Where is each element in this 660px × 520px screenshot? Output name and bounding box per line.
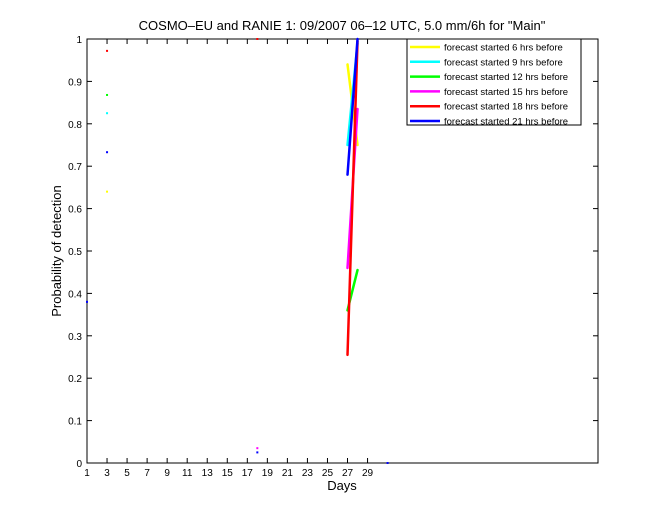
y-tick-label: 0.5	[68, 247, 82, 258]
y-tick-label: 0.2	[68, 374, 82, 385]
series-line-segment	[346, 39, 359, 357]
x-tick-label: 27	[342, 468, 354, 479]
data-point	[106, 190, 109, 193]
data-point	[386, 462, 389, 464]
y-tick-label: 0.1	[68, 417, 82, 428]
data-point	[356, 38, 359, 40]
y-tick-label: 0.4	[68, 289, 82, 300]
data-point	[356, 108, 359, 110]
x-tick-label: 3	[104, 468, 110, 479]
y-tick-label: 1	[76, 35, 82, 46]
y-axis-label: Probability of detection	[49, 185, 64, 317]
legend-label: forecast started 6 hrs before	[444, 43, 563, 54]
series-layer	[86, 37, 389, 464]
x-tick-label: 19	[262, 468, 274, 479]
x-tick-label: 9	[164, 468, 170, 479]
x-tick-label: 1	[84, 468, 90, 479]
legend-label: forecast started 12 hrs before	[444, 72, 568, 83]
x-tick-label: 17	[242, 468, 254, 479]
y-tick-label: 0.6	[68, 205, 82, 216]
x-axis-ticks: 1 3 5 7 9 11 13 15 17 19 21 23 25 27 29	[84, 39, 374, 479]
x-axis-label: Days	[327, 478, 357, 493]
y-axis-ticks: 0 0.1 0.2 0.3 0.4 0.5 0.6 0.7 0.8 0.9 1	[68, 35, 598, 470]
series-line-segment	[346, 37, 359, 176]
data-point	[256, 447, 259, 450]
legend-box	[406, 38, 582, 126]
data-point	[356, 144, 359, 146]
x-tick-label: 29	[362, 468, 374, 479]
data-point	[256, 38, 259, 40]
data-point	[256, 451, 259, 454]
x-tick-label: 23	[302, 468, 314, 479]
legend: forecast started 6 hrs before forecast st…	[406, 38, 582, 128]
y-tick-label: 0.8	[68, 120, 82, 131]
x-tick-label: 25	[322, 468, 334, 479]
data-point	[346, 63, 349, 66]
data-point	[346, 267, 349, 269]
x-tick-label: 13	[202, 468, 214, 479]
legend-label: forecast started 21 hrs before	[444, 117, 568, 128]
data-point	[346, 144, 349, 146]
y-tick-label: 0	[76, 459, 82, 470]
data-point	[86, 300, 88, 303]
legend-items: forecast started 6 hrs before forecast st…	[410, 43, 568, 128]
legend-label: forecast started 18 hrs before	[444, 102, 568, 113]
data-point	[346, 354, 349, 356]
series-6	[86, 37, 389, 464]
legend-label: forecast started 9 hrs before	[444, 57, 563, 68]
y-tick-label: 0.7	[68, 162, 82, 173]
legend-label: forecast started 15 hrs before	[444, 87, 568, 98]
x-tick-label: 15	[222, 468, 234, 479]
data-point	[106, 151, 109, 154]
y-tick-label: 0.9	[68, 77, 82, 88]
x-tick-label: 11	[182, 468, 193, 479]
data-point	[356, 269, 359, 271]
data-point	[106, 49, 109, 52]
data-point	[346, 173, 349, 176]
y-tick-label: 0.3	[68, 332, 82, 343]
x-tick-label: 7	[144, 468, 150, 479]
data-point	[106, 93, 109, 96]
data-point	[106, 112, 109, 115]
chart-title: COSMO–EU and RANIE 1: 09/2007 06–12 UTC,…	[139, 18, 546, 33]
x-tick-label: 21	[282, 468, 294, 479]
x-tick-label: 5	[124, 468, 130, 479]
